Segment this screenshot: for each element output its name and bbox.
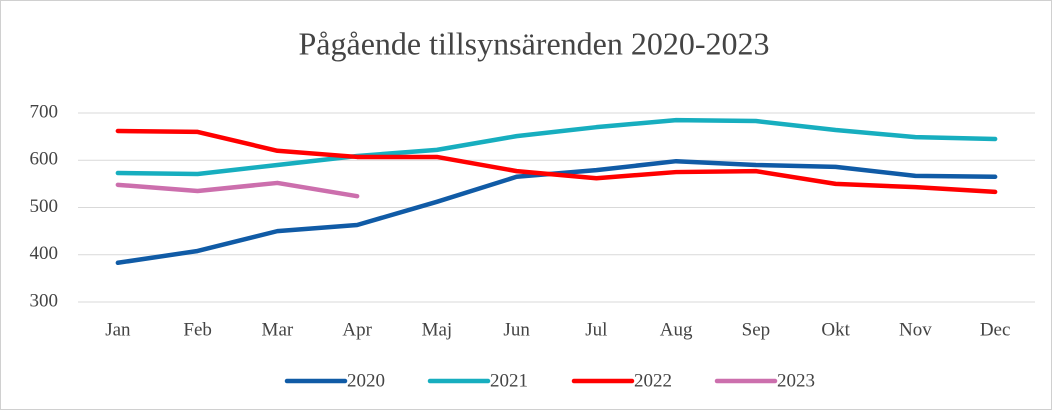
legend-label: 2023 [777,370,815,391]
series-line [115,128,998,195]
x-tick-label: Mar [262,319,294,340]
y-tick-label: 600 [30,149,59,170]
x-tick-label: Jan [105,319,131,340]
y-tick-label: 700 [30,101,59,122]
series-line [115,180,360,199]
x-tick-label: Dec [980,319,1011,340]
chart-title: Pågående tillsynsärenden 2020-2023 [299,25,770,61]
x-tick-label: Sep [742,319,771,340]
legend-label: 2020 [347,370,385,391]
legend-label: 2022 [634,370,672,391]
x-tick-label: Okt [821,319,850,340]
series-line [115,117,998,177]
y-tick-label: 500 [30,196,59,217]
y-tick-label: 300 [30,290,59,311]
x-tick-label: Apr [342,319,372,340]
x-tick-label: Maj [422,319,453,340]
legend-label: 2021 [490,370,528,391]
x-tick-label: Nov [899,319,932,340]
y-tick-label: 400 [30,243,59,264]
x-tick-label: Jul [585,319,607,340]
x-tick-label: Jun [503,319,530,340]
x-tick-label: Aug [660,319,693,340]
x-tick-label: Feb [183,319,212,340]
